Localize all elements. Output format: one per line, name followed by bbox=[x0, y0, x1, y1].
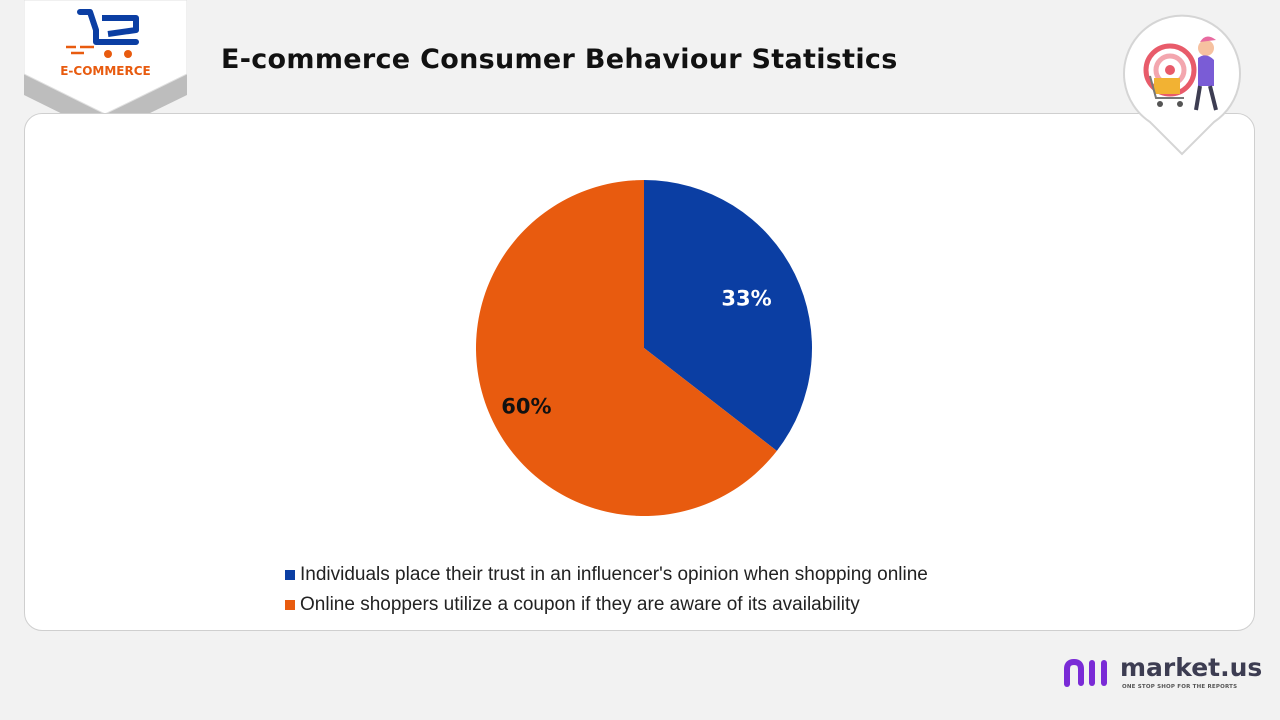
pie-chart: 33% 60% bbox=[475, 180, 812, 516]
pie-data-label-1: 60% bbox=[501, 395, 551, 419]
pie-data-label-0: 33% bbox=[721, 287, 771, 311]
legend-label: Online shoppers utilize a coupon if they… bbox=[300, 594, 860, 615]
page-title: E-commerce Consumer Behaviour Statistics bbox=[221, 44, 898, 75]
pie-slice-0 bbox=[644, 180, 812, 451]
shopping-cart-icon bbox=[66, 9, 139, 58]
legend-swatch-blue bbox=[285, 570, 295, 580]
legend-item-influencer: Individuals place their trust in an infl… bbox=[285, 560, 928, 590]
badge-shape bbox=[24, 0, 187, 135]
legend-label: Individuals place their trust in an infl… bbox=[300, 564, 928, 585]
target-shopper-pin-icon bbox=[1122, 12, 1242, 160]
legend-swatch-orange bbox=[285, 600, 295, 610]
pie-slice-1 bbox=[475, 180, 777, 516]
market-us-logo-icon bbox=[1064, 658, 1107, 687]
legend-item-coupon: Online shoppers utilize a coupon if they… bbox=[285, 590, 928, 620]
ecommerce-logo-badge: E-COMMERCE bbox=[24, 0, 187, 135]
brand-tagline: ONE STOP SHOP FOR THE REPORTS bbox=[1122, 684, 1238, 690]
brand-name: market.us bbox=[1120, 653, 1263, 682]
market-us-brand: market.us ONE STOP SHOP FOR THE REPORTS bbox=[1062, 653, 1262, 697]
logo-text: E-COMMERCE bbox=[60, 64, 151, 78]
chart-legend: Individuals place their trust in an infl… bbox=[285, 560, 928, 620]
